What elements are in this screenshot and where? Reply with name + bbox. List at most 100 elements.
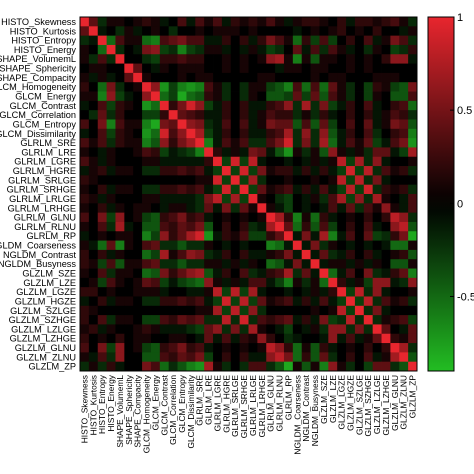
heatmap-cell [177, 343, 187, 353]
heatmap-cell [346, 203, 356, 214]
heatmap-cell [186, 26, 196, 37]
heatmap-cell [239, 259, 249, 269]
heatmap-cell [275, 361, 285, 372]
heatmap-cell [257, 231, 267, 241]
heatmap-cell [408, 110, 418, 120]
heatmap-cell [88, 128, 99, 139]
heatmap-cell [168, 54, 178, 64]
heatmap-cell [328, 63, 338, 74]
column-label: NGLDM_Coarseness [292, 375, 302, 455]
heatmap-cell [266, 35, 276, 46]
heatmap-cell [115, 110, 125, 120]
heatmap-cell [408, 128, 418, 139]
heatmap-cell [310, 259, 320, 269]
heatmap-cell [390, 91, 400, 102]
heatmap-cell [363, 277, 374, 288]
column-label: GLRLM_RP [283, 375, 293, 421]
heatmap-cell [124, 221, 134, 232]
heatmap-cell [408, 184, 418, 195]
heatmap-cell [328, 277, 338, 288]
heatmap-cell [177, 296, 187, 307]
heatmap-cell [257, 240, 267, 251]
heatmap-cell [390, 194, 400, 204]
heatmap-cell [310, 296, 320, 307]
heatmap-cell [372, 240, 382, 251]
heatmap-cell [319, 296, 329, 307]
heatmap-cell [346, 240, 356, 251]
heatmap-cell [133, 315, 143, 325]
heatmap-cell [230, 110, 241, 120]
heatmap-cell [346, 26, 356, 37]
heatmap-cell [195, 333, 205, 344]
heatmap-cell [213, 352, 223, 363]
heatmap-cell [177, 44, 187, 55]
heatmap-cell [230, 82, 241, 92]
heatmap-cell [319, 91, 329, 102]
heatmap-cell [372, 221, 382, 232]
heatmap-cell [106, 138, 116, 148]
heatmap-cell [346, 175, 356, 186]
row-label: GLRLM_RP [26, 231, 76, 241]
heatmap-cell [142, 119, 152, 130]
heatmap-cell [337, 361, 347, 372]
heatmap-cell [337, 175, 347, 186]
heatmap-cell [328, 203, 338, 214]
heatmap-cell [257, 100, 267, 111]
heatmap-cell [328, 296, 338, 307]
heatmap-cell [204, 305, 214, 316]
heatmap-cell [230, 63, 241, 74]
heatmap-cell [363, 221, 374, 232]
heatmap-cell [133, 44, 143, 55]
heatmap-cell [115, 63, 125, 74]
heatmap-cell [301, 119, 311, 130]
heatmap-cell [221, 221, 232, 232]
heatmap-cell [159, 231, 170, 241]
heatmap-cell [408, 277, 418, 288]
heatmap-cell [283, 240, 294, 251]
heatmap-cell [124, 119, 134, 130]
heatmap-cell [115, 100, 125, 111]
heatmap-cell [124, 333, 134, 344]
heatmap-cell [115, 26, 125, 37]
heatmap-cell [159, 119, 170, 130]
heatmap-cell [337, 296, 347, 307]
heatmap-cell [283, 259, 294, 269]
heatmap-cell [381, 54, 391, 64]
heatmap-cell [275, 82, 285, 92]
heatmap-cell [248, 54, 258, 64]
heatmap-cell [88, 138, 99, 148]
heatmap-cell [88, 17, 99, 27]
heatmap-cell [177, 361, 187, 372]
heatmap-cell [133, 259, 143, 269]
heatmap-cell [275, 35, 285, 46]
heatmap-cell [115, 212, 125, 223]
heatmap-cell [372, 324, 382, 335]
heatmap-cell [177, 54, 187, 64]
heatmap-cell [408, 44, 418, 55]
heatmap-cell [257, 184, 267, 195]
heatmap-cell [301, 315, 311, 325]
heatmap-cell [204, 147, 214, 158]
heatmap-cell [168, 240, 178, 251]
heatmap-cell [159, 352, 170, 363]
heatmap-cell [337, 147, 347, 158]
heatmap-cell [221, 305, 232, 316]
heatmap-cell [168, 305, 178, 316]
heatmap-cell [80, 305, 90, 316]
heatmap-cell [97, 361, 108, 372]
heatmap-cell [363, 343, 374, 353]
heatmap-cell [275, 91, 285, 102]
row-label: GLZLM_LZE [23, 278, 76, 288]
heatmap-cell [204, 26, 214, 37]
heatmap-cell [301, 277, 311, 288]
heatmap-cell [97, 91, 108, 102]
heatmap-cell [168, 194, 178, 204]
heatmap-cell [354, 221, 365, 232]
heatmap-cell [106, 17, 116, 27]
heatmap-cell [150, 100, 161, 111]
heatmap-cell [204, 333, 214, 344]
heatmap-cell [80, 26, 90, 37]
heatmap-cell [177, 324, 187, 335]
heatmap-cell [124, 343, 134, 353]
heatmap-cell [195, 184, 205, 195]
